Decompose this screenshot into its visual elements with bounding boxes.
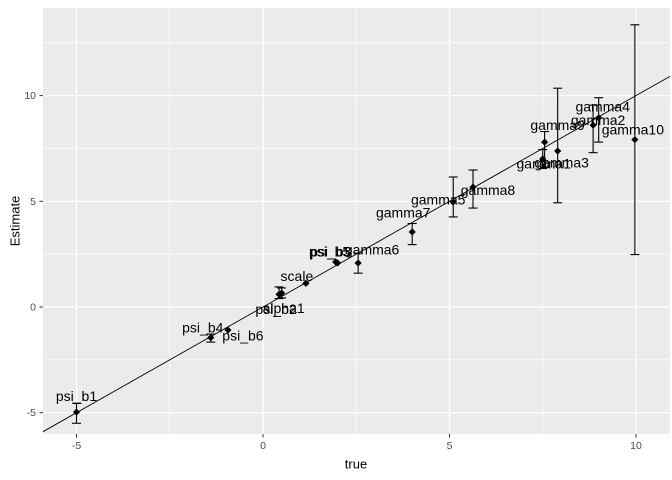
data-point-gamma8 [469,183,477,191]
data-point-psi_b1 [72,408,81,416]
point-label-gamma2: gamma2 [571,112,626,128]
x-tick-label: 10 [630,440,642,452]
point-label-psi_b5: psi_b5 [309,244,350,260]
point-label-gamma8: gamma8 [461,182,516,198]
x-tick-label: -5 [72,440,81,452]
point-label-gamma9: gamma9 [530,117,585,133]
point-label-psi_b1: psi_b1 [56,388,97,404]
point-label-alpha1: alpha1 [263,300,305,316]
y-tick-label: -5 [27,407,36,419]
data-point-gamma2 [589,121,597,129]
point-label-gamma5: gamma5 [411,192,466,208]
data-point-gamma4 [595,114,603,122]
y-tick-label: 0 [30,302,36,314]
point-label-psi_b2: psi_b2 [255,301,296,317]
point-label-gamma3: gamma3 [534,155,589,171]
y-axis-title: Estimate [7,195,23,247]
data-point-alpha1 [278,289,286,297]
data-point-psi_b4 [207,334,215,342]
point-label-psi_b3: psi_b3 [310,244,351,260]
point-label-psi_b6: psi_b6 [222,328,263,344]
data-point-gamma9 [541,138,549,146]
x-tick-label: 5 [447,440,453,452]
y-tick-label: 5 [30,196,36,208]
y-tick-label: 10 [24,90,36,102]
data-point-psi_b6 [224,326,232,334]
data-point-gamma7 [408,228,416,236]
data-point-psi_b5 [334,259,342,267]
point-label-scale: scale [281,268,314,284]
data-point-scale [302,279,310,287]
point-label-gamma7: gamma7 [376,205,431,221]
data-point-gamma3 [554,147,562,155]
x-axis-title: true [344,456,368,472]
data-point-gamma10 [631,135,639,144]
point-label-psi_b4: psi_b4 [182,319,223,335]
data-point-gamma1 [539,155,547,163]
data-point-gamma5 [449,198,457,206]
point-label-gamma6: gamma6 [345,242,400,258]
point-label-gamma1: gamma1 [517,156,572,172]
data-point-gamma6 [354,259,362,267]
x-tick-label: 0 [260,440,266,452]
point-label-gamma10: gamma10 [602,121,664,137]
identity-line [42,75,671,433]
point-label-gamma4: gamma4 [575,99,630,115]
